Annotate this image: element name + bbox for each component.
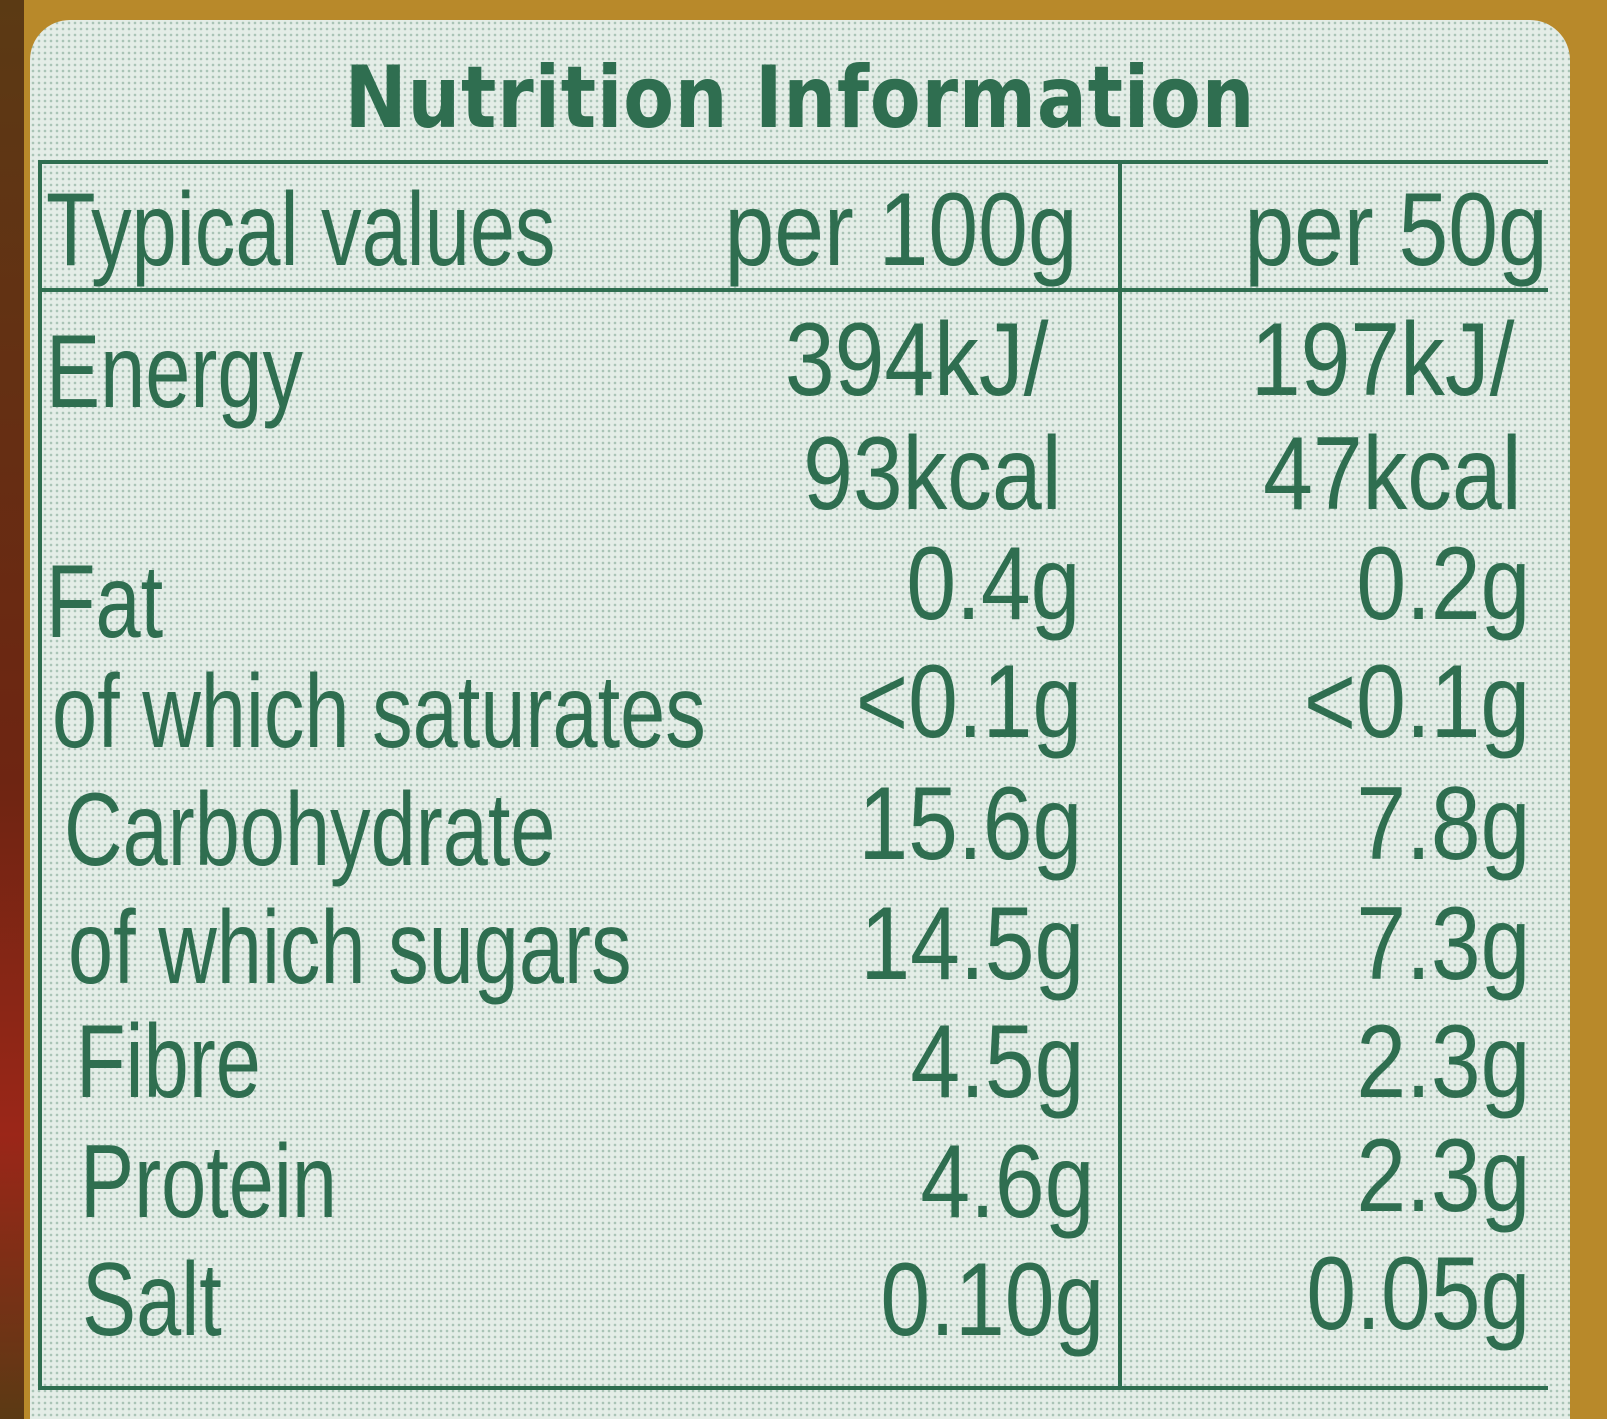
row-value-saturates-100g: <0.1g: [855, 644, 1082, 760]
header-per-100g: per 100g: [724, 172, 1078, 288]
row-value-energy-kcal-50g: 47kcal: [1263, 416, 1522, 532]
row-value-salt-100g: 0.10g: [880, 1242, 1104, 1358]
packaging-edge: [0, 0, 24, 1419]
row-label-fibre: Fibre: [76, 1004, 261, 1120]
header-typical-values: Typical values: [46, 172, 556, 288]
column-divider: [1118, 160, 1122, 1390]
row-value-energy-kcal-100g: 93kcal: [803, 416, 1062, 532]
header-divider: [38, 288, 1548, 292]
header-per-50g: per 50g: [1244, 172, 1548, 288]
row-value-salt-50g: 0.05g: [1306, 1236, 1530, 1352]
nutrition-panel: Nutrition Information Typical values per…: [30, 20, 1570, 1419]
row-value-sugars-50g: 7.3g: [1355, 886, 1530, 1002]
row-value-saturates-50g: <0.1g: [1303, 644, 1530, 760]
row-label-saturates: of which saturates: [52, 654, 706, 770]
row-label-salt: Salt: [82, 1242, 222, 1358]
row-value-fibre-100g: 4.5g: [909, 1004, 1084, 1120]
row-value-fat-100g: 0.4g: [905, 526, 1080, 642]
row-label-energy: Energy: [46, 314, 304, 430]
row-label-carbohydrate: Carbohydrate: [64, 772, 556, 888]
row-value-fat-50g: 0.2g: [1355, 526, 1530, 642]
row-value-protein-50g: 2.3g: [1355, 1118, 1530, 1234]
row-value-fibre-50g: 2.3g: [1355, 1004, 1530, 1120]
row-value-carbohydrate-50g: 7.8g: [1355, 766, 1530, 882]
nutrition-title: Nutrition Information: [344, 48, 1256, 148]
row-value-energy-kj-50g: 197kJ/: [1250, 302, 1514, 418]
row-value-carbohydrate-100g: 15.6g: [858, 766, 1082, 882]
row-label-fat: Fat: [46, 544, 164, 660]
row-value-protein-100g: 4.6g: [919, 1124, 1094, 1240]
nutrition-table: [38, 160, 1548, 1390]
row-label-protein: Protein: [80, 1124, 338, 1240]
row-value-sugars-100g: 14.5g: [860, 886, 1084, 1002]
row-value-energy-kj-100g: 394kJ/: [784, 302, 1048, 418]
row-label-sugars: of which sugars: [68, 890, 632, 1006]
